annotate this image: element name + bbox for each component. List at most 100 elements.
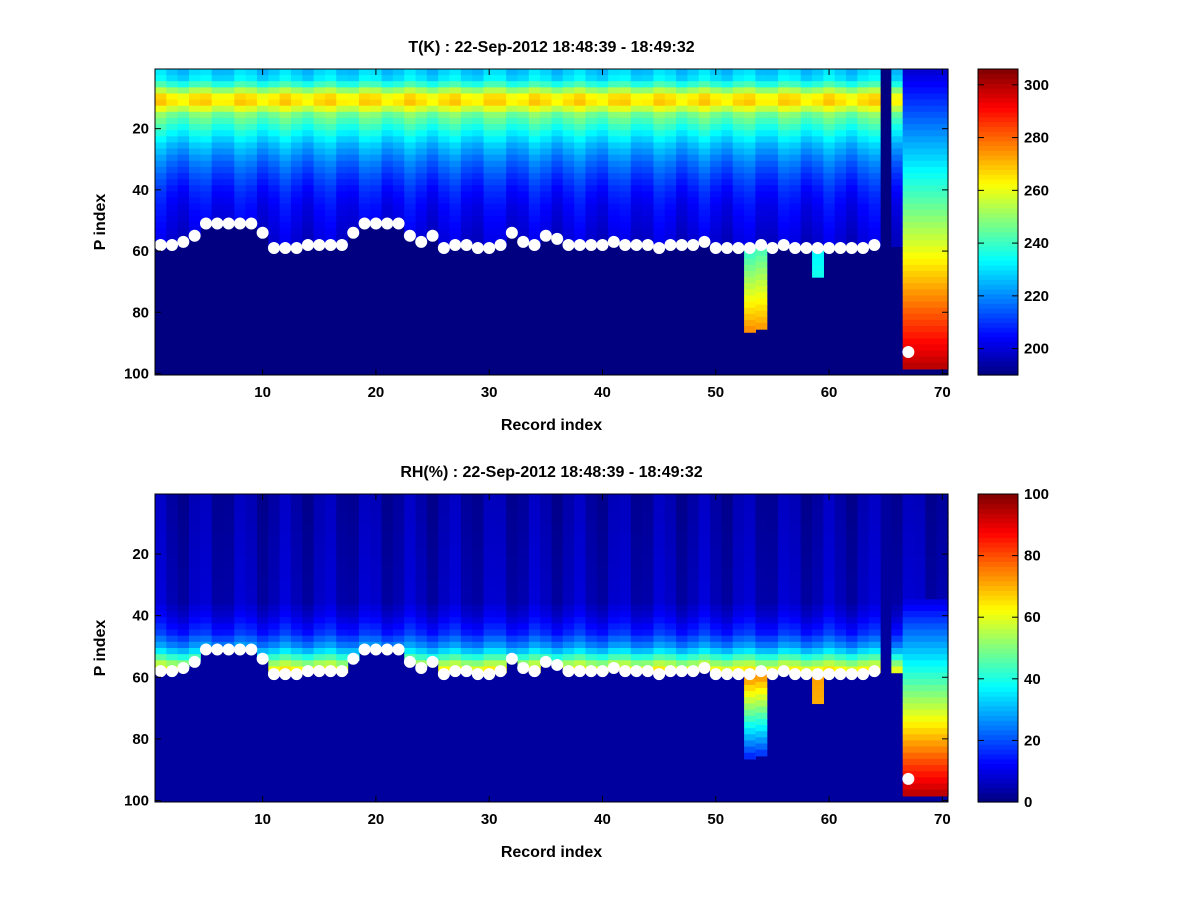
heatmap-cell xyxy=(460,234,473,241)
heatmap-cell xyxy=(392,604,405,612)
heatmap-cell xyxy=(381,203,394,211)
heatmap-cell xyxy=(166,117,179,125)
heatmap-cell xyxy=(540,142,553,150)
boundary-marker xyxy=(517,662,530,675)
heatmap-cell xyxy=(642,87,655,95)
heatmap-cell xyxy=(914,789,926,797)
heatmap-cell xyxy=(540,524,553,532)
heatmap-cell xyxy=(778,500,790,507)
heatmap-cell xyxy=(902,301,915,309)
heatmap-cell xyxy=(222,142,235,150)
heatmap-cell xyxy=(698,93,711,101)
heatmap-cell xyxy=(290,228,303,235)
heatmap-cell xyxy=(415,543,428,551)
heatmap-cell xyxy=(744,684,757,692)
heatmap-cell xyxy=(687,130,700,137)
heatmap-cell xyxy=(256,179,269,186)
heatmap-cell xyxy=(517,111,530,119)
heatmap-cell xyxy=(664,142,677,150)
heatmap-cell xyxy=(823,592,836,600)
heatmap-cell xyxy=(347,506,360,514)
heatmap-cell xyxy=(630,549,643,557)
heatmap-cell xyxy=(562,166,575,174)
heatmap-cell xyxy=(551,124,564,131)
heatmap-cell xyxy=(596,215,609,223)
heatmap-cell xyxy=(155,222,167,229)
heatmap-cell xyxy=(812,111,824,119)
boundary-marker xyxy=(211,217,224,230)
heatmap-cell xyxy=(925,740,938,748)
heatmap-cell xyxy=(857,494,870,501)
heatmap-cell xyxy=(415,75,428,82)
heatmap-cell xyxy=(925,555,938,563)
heatmap-cell xyxy=(653,111,666,119)
heatmap-cell xyxy=(562,555,575,563)
heatmap-cell xyxy=(155,136,167,144)
heatmap-cell xyxy=(914,356,926,364)
heatmap-cell xyxy=(404,69,417,76)
heatmap-cell xyxy=(687,105,700,113)
heatmap-cell xyxy=(664,506,677,514)
heatmap-cell xyxy=(721,69,734,76)
colorbar-segment xyxy=(978,116,1018,123)
heatmap-cell xyxy=(585,215,598,223)
heatmap-cell xyxy=(347,197,360,205)
heatmap-cell xyxy=(710,179,723,186)
heatmap-cell xyxy=(812,494,824,501)
heatmap-cell xyxy=(902,185,915,192)
heatmap-cell xyxy=(279,173,292,180)
heatmap-cell xyxy=(460,99,473,107)
heatmap-cell xyxy=(245,611,258,618)
heatmap-cell xyxy=(630,185,643,192)
heatmap-cell xyxy=(744,252,757,260)
heatmap-cell xyxy=(200,148,213,156)
heatmap-cell xyxy=(846,166,858,174)
heatmap-cell xyxy=(404,537,417,544)
heatmap-cell xyxy=(766,524,779,532)
heatmap-cell xyxy=(846,660,858,668)
heatmap-cell xyxy=(642,574,655,581)
heatmap-cell xyxy=(914,629,926,637)
heatmap-cell xyxy=(834,209,847,217)
heatmap-cell xyxy=(608,555,621,563)
heatmap-cell xyxy=(404,222,417,229)
heatmap-cell xyxy=(211,185,224,192)
heatmap-cell xyxy=(744,264,757,272)
heatmap-cell xyxy=(472,648,485,655)
heatmap-cell xyxy=(868,160,881,168)
heatmap-cell xyxy=(823,209,836,217)
heatmap-cell xyxy=(744,678,757,686)
heatmap-cell xyxy=(494,512,507,520)
heatmap-cell xyxy=(914,537,926,544)
x-tick-label: 40 xyxy=(594,811,611,828)
heatmap-cell xyxy=(800,506,813,514)
heatmap-cell xyxy=(494,124,507,131)
heatmap-cell xyxy=(846,654,858,661)
colorbar-segment xyxy=(978,288,1018,295)
heatmap-cell xyxy=(936,215,949,223)
heatmap-cell xyxy=(653,537,666,544)
heatmap-cell xyxy=(347,93,360,101)
heatmap-cell xyxy=(234,209,247,217)
heatmap-cell xyxy=(460,537,473,544)
heatmap-cell xyxy=(902,697,915,705)
heatmap-cell xyxy=(608,617,621,624)
heatmap-cell xyxy=(562,124,575,131)
heatmap-cell xyxy=(177,604,190,612)
heatmap-cell xyxy=(766,611,779,618)
heatmap-cell xyxy=(766,179,779,186)
heatmap-cell xyxy=(642,69,655,76)
heatmap-cell xyxy=(710,222,723,229)
heatmap-cell xyxy=(574,654,587,661)
heatmap-cell xyxy=(687,93,700,101)
heatmap-cell xyxy=(336,518,349,526)
heatmap-cell xyxy=(472,142,485,150)
heatmap-cell xyxy=(438,567,451,575)
heatmap-cell xyxy=(585,648,598,655)
heatmap-cell xyxy=(687,654,700,661)
heatmap-cell xyxy=(687,617,700,624)
heatmap-cell xyxy=(336,130,349,137)
heatmap-cell xyxy=(914,173,926,180)
heatmap-cell xyxy=(608,648,621,655)
heatmap-cell xyxy=(245,124,258,131)
